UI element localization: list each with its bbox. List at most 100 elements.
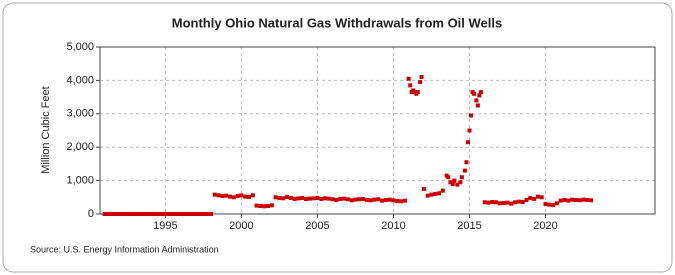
data-point bbox=[353, 197, 358, 202]
data-point bbox=[132, 212, 137, 216]
data-point bbox=[446, 175, 451, 180]
data-point bbox=[368, 198, 373, 203]
data-point bbox=[357, 197, 362, 202]
data-point bbox=[182, 212, 187, 216]
data-point bbox=[250, 193, 255, 198]
data-point bbox=[520, 199, 525, 204]
data-point bbox=[254, 203, 259, 208]
data-point bbox=[262, 204, 267, 209]
data-point bbox=[163, 212, 168, 216]
data-point bbox=[209, 212, 213, 216]
data-point bbox=[562, 197, 567, 202]
data-point bbox=[239, 193, 244, 198]
data-point bbox=[418, 80, 423, 85]
data-point bbox=[440, 188, 445, 193]
data-point bbox=[539, 195, 544, 200]
data-point bbox=[300, 195, 305, 200]
data-point bbox=[497, 201, 502, 206]
data-point bbox=[323, 196, 328, 201]
data-point bbox=[174, 212, 179, 216]
data-point bbox=[144, 212, 149, 216]
data-point bbox=[212, 192, 217, 197]
data-point bbox=[528, 195, 533, 200]
data-point bbox=[585, 197, 590, 202]
data-point bbox=[228, 194, 233, 199]
data-point bbox=[216, 193, 221, 198]
data-point bbox=[110, 212, 115, 216]
data-point bbox=[554, 201, 559, 206]
data-point bbox=[391, 198, 396, 203]
data-point bbox=[474, 98, 479, 103]
data-point bbox=[419, 75, 424, 80]
data-point bbox=[465, 140, 470, 145]
data-point bbox=[458, 180, 463, 185]
data-point bbox=[532, 196, 537, 201]
data-point bbox=[113, 212, 118, 216]
data-point bbox=[433, 191, 438, 196]
data-point bbox=[277, 195, 282, 200]
data-point bbox=[186, 212, 191, 216]
data-point bbox=[513, 200, 518, 205]
data-point bbox=[220, 193, 225, 198]
data-point bbox=[448, 180, 453, 185]
data-point bbox=[505, 200, 510, 205]
data-point bbox=[558, 198, 563, 203]
data-point bbox=[129, 212, 134, 216]
data-point bbox=[364, 197, 369, 202]
data-point bbox=[148, 212, 153, 216]
data-point bbox=[589, 198, 594, 203]
data-point bbox=[342, 196, 347, 201]
data-point bbox=[516, 199, 521, 204]
data-point bbox=[509, 201, 514, 206]
data-point bbox=[170, 212, 175, 216]
data-point bbox=[117, 212, 122, 216]
data-point bbox=[472, 91, 477, 96]
data-point bbox=[224, 193, 229, 198]
data-point bbox=[566, 198, 571, 203]
data-point bbox=[151, 212, 156, 216]
data-point bbox=[462, 168, 467, 173]
data-point bbox=[102, 212, 107, 216]
y-tick-label: 0 bbox=[88, 208, 94, 220]
data-point bbox=[380, 198, 385, 203]
y-axis-label: Million Cubic Feet bbox=[40, 86, 52, 173]
x-tick-label: 2015 bbox=[457, 220, 481, 232]
x-tick-label: 1995 bbox=[153, 220, 177, 232]
data-point bbox=[235, 193, 240, 198]
data-point bbox=[361, 196, 366, 201]
data-point bbox=[193, 212, 198, 216]
data-point bbox=[399, 199, 404, 204]
data-point bbox=[167, 212, 172, 216]
data-point bbox=[406, 76, 411, 81]
data-point bbox=[535, 194, 540, 199]
data-point bbox=[475, 103, 480, 108]
data-point bbox=[288, 195, 293, 200]
data-point bbox=[429, 192, 434, 197]
data-point bbox=[452, 178, 457, 183]
data-point bbox=[464, 160, 469, 165]
data-point bbox=[349, 198, 354, 203]
x-tick-label: 2000 bbox=[229, 220, 253, 232]
data-point bbox=[285, 194, 290, 199]
y-tick-label: 3,000 bbox=[66, 108, 94, 120]
data-point bbox=[478, 90, 483, 95]
data-point bbox=[501, 200, 506, 205]
data-point bbox=[469, 113, 474, 118]
data-point bbox=[415, 90, 420, 95]
data-point bbox=[178, 212, 183, 216]
data-point bbox=[315, 195, 320, 200]
data-point bbox=[304, 196, 309, 201]
data-point bbox=[155, 212, 160, 216]
data-point bbox=[577, 198, 582, 203]
x-tick-label: 2020 bbox=[533, 220, 557, 232]
data-point bbox=[402, 198, 407, 203]
data-point bbox=[281, 196, 286, 201]
data-point bbox=[581, 197, 586, 202]
data-point bbox=[408, 83, 413, 88]
data-point bbox=[121, 212, 126, 216]
chart-title: Monthly Ohio Natural Gas Withdrawals fro… bbox=[172, 15, 502, 30]
data-point bbox=[376, 197, 381, 202]
data-point bbox=[551, 202, 556, 207]
